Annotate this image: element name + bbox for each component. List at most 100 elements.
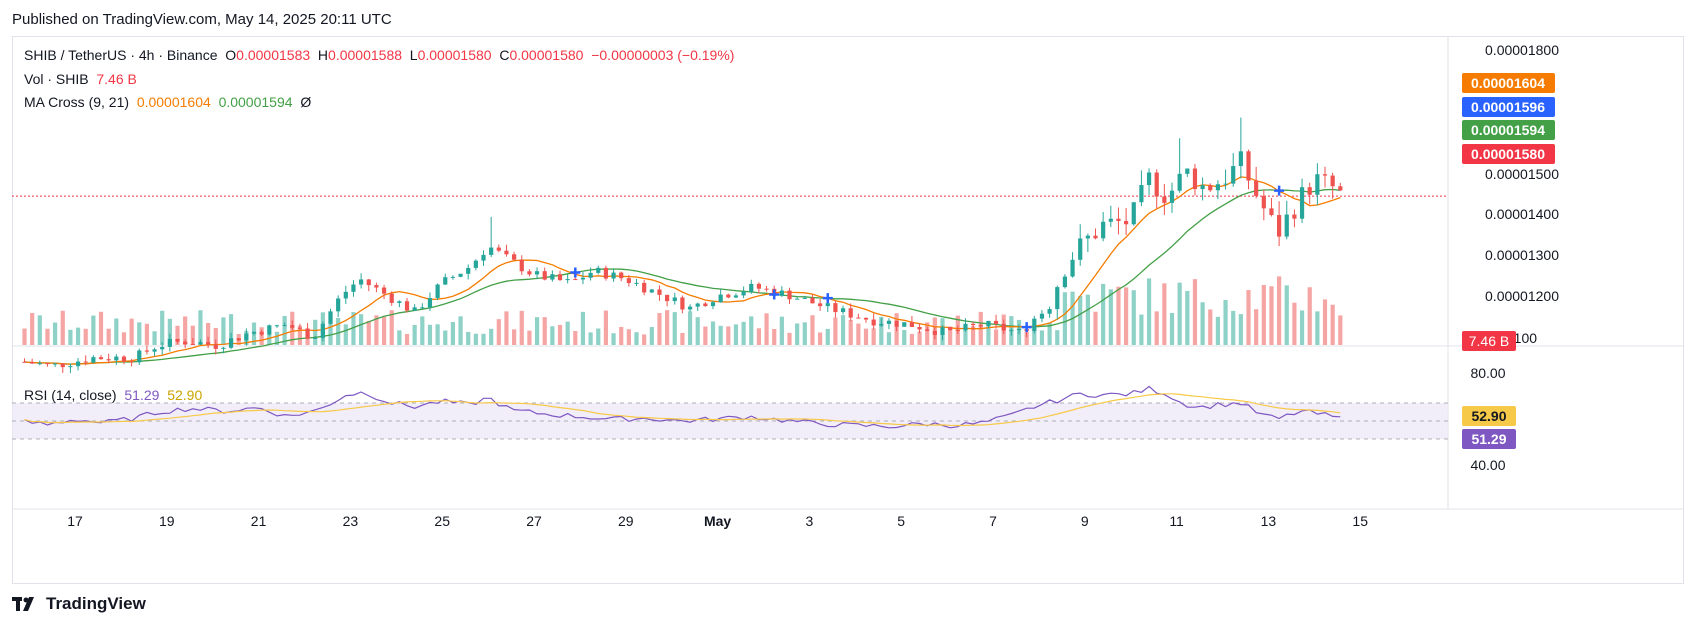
- volume-bar: [397, 330, 402, 345]
- volume-bar: [1055, 330, 1060, 345]
- candle-body: [687, 306, 693, 310]
- candle-body: [221, 347, 226, 349]
- volume-bar: [917, 331, 922, 345]
- rsi-label-box: [1462, 429, 1516, 449]
- volume-bar: [1231, 310, 1236, 345]
- candle-body: [1238, 151, 1243, 167]
- legend-low: 0.00001580: [417, 47, 492, 63]
- candle-body: [611, 272, 616, 279]
- candle-body: [886, 320, 892, 324]
- volume-bar: [412, 324, 417, 345]
- candle-body: [665, 294, 670, 302]
- candle-body: [779, 290, 784, 296]
- volume-bar: [580, 311, 586, 345]
- candle-body: [1277, 215, 1282, 237]
- candle-body: [274, 325, 280, 327]
- candle-body: [894, 320, 899, 327]
- x-tick-label: 27: [526, 513, 542, 529]
- candle-body: [1139, 185, 1144, 203]
- legend-open: 0.00001583: [236, 47, 311, 63]
- volume-bar: [1338, 315, 1343, 345]
- price-label: 0.00001580: [1471, 146, 1545, 162]
- x-tick-label: May: [704, 513, 731, 529]
- candle-body: [948, 327, 953, 330]
- candle-body: [642, 282, 647, 293]
- volume-bar: [986, 326, 991, 345]
- candle-body: [320, 323, 325, 338]
- candle-body: [955, 329, 960, 331]
- volume-bar: [1024, 331, 1029, 345]
- candle-body: [986, 320, 991, 327]
- rsi-bands: [12, 402, 1448, 440]
- candle-body: [1085, 235, 1090, 239]
- candle-body: [466, 267, 471, 274]
- legend-change: −0.00000003 (−0.19%): [591, 47, 735, 63]
- candle-body: [1016, 328, 1022, 331]
- volume-bar: [160, 310, 165, 345]
- volume-bar: [573, 331, 578, 345]
- candle-body: [366, 279, 371, 286]
- volume-bar: [1085, 294, 1090, 345]
- volume-bar: [802, 322, 807, 345]
- candle-body: [282, 325, 287, 327]
- candle-body: [489, 247, 494, 255]
- volume-bar: [856, 323, 861, 345]
- price-chart[interactable]: 0.00001800 0.00001500 0.00001400 0.00001300…: [12, 36, 1684, 584]
- candle-body: [825, 303, 830, 307]
- candle-body: [971, 323, 976, 326]
- candle-body: [588, 272, 593, 278]
- candle-body: [443, 277, 448, 285]
- rsi-tick-label: 80.00: [1470, 365, 1505, 381]
- candle-body: [925, 329, 930, 331]
- candle-body: [626, 278, 631, 284]
- candle-body: [909, 322, 915, 327]
- volume-bar: [779, 316, 784, 345]
- volume-bar: [772, 328, 777, 345]
- volume-bar: [343, 324, 348, 345]
- price-tick-label: 0.00001500: [1485, 166, 1559, 182]
- x-tick-label: 9: [1081, 513, 1089, 529]
- candle-body: [733, 295, 739, 298]
- candle-body: [1116, 218, 1121, 221]
- price-tick-label: 0.00001400: [1485, 206, 1559, 222]
- price-label-box: [1462, 144, 1555, 164]
- volume-bar: [1200, 302, 1205, 345]
- volume-bar: [351, 312, 356, 345]
- candle-body: [1009, 330, 1014, 332]
- volume-bar: [121, 332, 127, 345]
- volume-bar: [519, 310, 524, 345]
- volume-bar: [75, 327, 81, 345]
- volume-bar: [1154, 311, 1159, 345]
- candle-body: [1299, 187, 1305, 219]
- candle-body: [726, 294, 731, 298]
- candle-body: [1131, 202, 1136, 225]
- volume-bar: [1169, 312, 1175, 345]
- candle-body: [856, 317, 861, 319]
- candle-body: [1047, 309, 1052, 314]
- volume-bar: [282, 315, 287, 345]
- candle-body: [1284, 214, 1289, 237]
- candle-body: [1208, 185, 1213, 191]
- candle-body: [129, 361, 134, 363]
- volume-bar: [971, 326, 976, 345]
- candle-body: [114, 356, 119, 361]
- tradingview-logo-icon: [12, 597, 34, 611]
- candle-body: [703, 303, 708, 307]
- candle-body: [1062, 276, 1068, 288]
- volume-bar: [1101, 283, 1106, 345]
- volume-bar: [863, 328, 869, 345]
- candle-body: [404, 301, 410, 311]
- candle-body: [305, 328, 310, 339]
- volume-bar: [718, 325, 723, 345]
- volume-bar: [30, 312, 35, 345]
- volume-bar: [1185, 290, 1190, 345]
- volume-bar: [1284, 285, 1289, 345]
- candle-body: [596, 267, 601, 273]
- volume-bar: [534, 317, 540, 345]
- ma-cross-marker: [769, 289, 780, 300]
- legend-close: 0.00001580: [509, 47, 584, 63]
- volume-bar: [466, 331, 471, 345]
- candle-body: [206, 342, 211, 345]
- volume-bar: [458, 316, 463, 345]
- volume-bar: [496, 319, 501, 345]
